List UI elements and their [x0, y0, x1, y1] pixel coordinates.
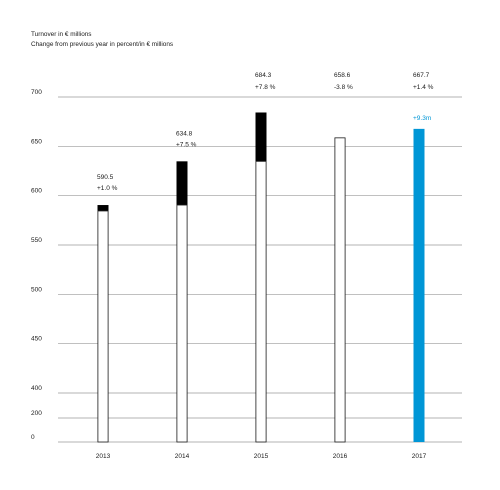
y-tick-label-450: 450: [31, 336, 42, 343]
change-label-2013: +1.0 %: [97, 185, 118, 192]
y-tick-label-550: 550: [31, 237, 42, 244]
value-label-2014: 634.8: [176, 130, 193, 137]
chart-title: Turnover in € millions: [31, 31, 92, 38]
x-tick-label-2016: 2016: [333, 453, 348, 460]
chart-header: Turnover in € millions Change from previ…: [31, 30, 173, 50]
value-label-2013: 590.5: [97, 174, 114, 181]
bar-2017: [413, 128, 425, 443]
y-tick-label-400: 400: [31, 385, 42, 392]
x-tick-label-2015: 2015: [254, 453, 269, 460]
increase-segment-2015: [255, 112, 267, 162]
value-label-2015: 684.3: [255, 72, 272, 79]
bar-2013: [97, 210, 109, 443]
change-label-2014: +7.5 %: [176, 141, 197, 148]
chart-subtitle: Change from previous year in percent/in …: [31, 41, 174, 48]
change-label-2015: +7.8 %: [255, 84, 276, 91]
y-tick-label-600: 600: [31, 188, 42, 195]
bar-2014: [176, 204, 188, 443]
y-tick-label-700: 700: [31, 89, 42, 96]
bar-2015: [255, 160, 267, 443]
bar-2016: [334, 137, 346, 443]
y-tick-label-500: 500: [31, 286, 42, 293]
y-tick-label-650: 650: [31, 138, 42, 145]
change-label-2017: +1.4 %: [413, 84, 434, 91]
x-tick-label-2013: 2013: [96, 453, 111, 460]
highlight-label-2017: +9.3m: [413, 115, 431, 122]
value-label-2016: 658.6: [334, 72, 351, 79]
value-label-2017: 667.7: [413, 72, 430, 79]
x-tick-label-2014: 2014: [175, 453, 190, 460]
x-tick-label-2017: 2017: [412, 453, 427, 460]
increase-segment-2014: [176, 161, 188, 206]
y-tick-label-200: 200: [31, 410, 42, 417]
increase-segment-2013: [97, 205, 109, 211]
y-tick-label-0: 0: [31, 434, 35, 441]
change-label-2016: -3.8 %: [334, 84, 353, 91]
